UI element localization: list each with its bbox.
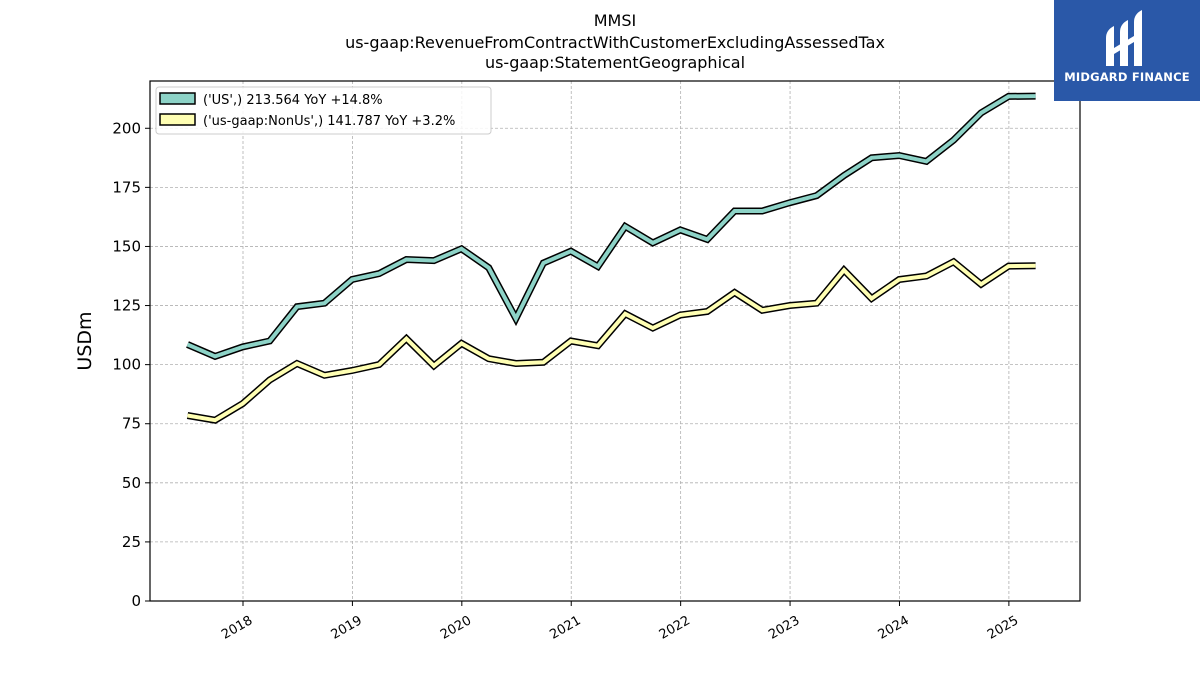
- legend-swatch-0: [159, 92, 196, 105]
- x-tick-label: 2018: [219, 613, 255, 643]
- logo-text: MIDGARD FINANCE: [1064, 70, 1190, 84]
- x-tick-label: 2024: [876, 613, 912, 643]
- y-tick-label: 50: [122, 474, 141, 492]
- midgard-finance-logo: MIDGARD FINANCE: [1054, 0, 1200, 101]
- plot-frame: [149, 80, 1081, 602]
- y-tick-label: 25: [122, 533, 141, 551]
- legend-box: [155, 86, 492, 135]
- legend-swatch-1: [159, 113, 196, 126]
- mf-monogram-icon: [1106, 10, 1142, 66]
- y-tick-label: 200: [112, 119, 141, 137]
- y-axis-label: USDm: [74, 311, 96, 370]
- series-line-1: [187, 259, 1036, 423]
- y-tick-label: 150: [112, 237, 141, 255]
- series-line-0: [186, 94, 1036, 359]
- x-tick-label: 2022: [657, 613, 693, 643]
- series-outline-0: [186, 92, 1036, 361]
- x-tick-label: 2021: [547, 613, 583, 643]
- chart-subtitle-axis: us-gaap:StatementGeographical: [484, 53, 746, 72]
- chart-subtitle-concept: us-gaap:RevenueFromContractWithCustomerE…: [345, 33, 885, 52]
- legend-label-1: ('us-gaap:NonUs',) 141.787 YoY +3.2%: [203, 114, 455, 129]
- x-tick-label: 2023: [766, 613, 802, 643]
- y-tick-label: 0: [131, 592, 141, 610]
- chart-title: MMSI: [593, 11, 637, 30]
- x-tick-label: 2025: [985, 613, 1021, 643]
- x-tick-label: 2020: [438, 613, 474, 643]
- x-tick-label: 2019: [329, 613, 365, 643]
- y-tick-label: 75: [122, 415, 141, 433]
- y-tick-label: 175: [112, 178, 141, 196]
- legend-label-0: ('US',) 213.564 YoY +14.8%: [203, 93, 383, 108]
- series-outline-1: [186, 257, 1036, 424]
- legend: ('US',) 213.564 YoY +14.8% ('us-gaap:NonU…: [155, 86, 492, 135]
- y-tick-label: 125: [112, 297, 141, 315]
- y-tick-label: 100: [112, 356, 141, 374]
